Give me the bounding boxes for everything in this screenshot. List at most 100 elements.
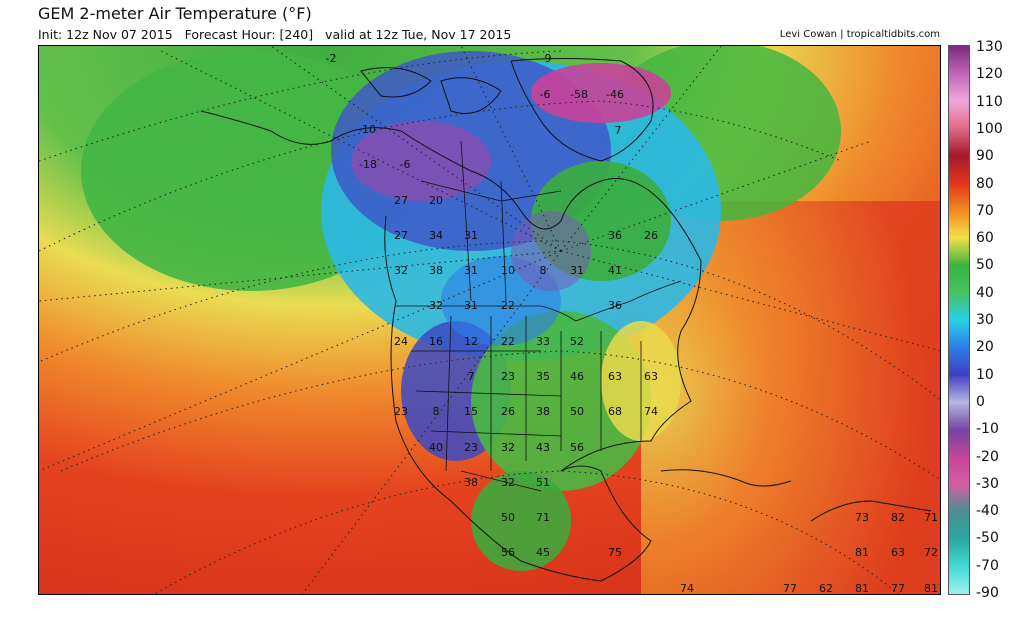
temperature-label: 10	[501, 264, 515, 277]
temperature-label: 22	[501, 335, 515, 348]
colorbar-tick-label: 130	[976, 39, 1003, 55]
temperature-label: 8	[433, 405, 440, 418]
temperature-label: 16	[429, 335, 443, 348]
temperature-label: 38	[464, 476, 478, 489]
temperature-label: 27	[394, 194, 408, 207]
temperature-label: 82	[891, 511, 905, 524]
temperature-label: 72	[924, 546, 938, 559]
temperature-label: 8	[540, 264, 547, 277]
temperature-label: 46	[570, 370, 584, 383]
colorbar-tick-label: 20	[976, 339, 994, 356]
temperature-label: 74	[644, 405, 658, 418]
temperature-label: 23	[501, 370, 515, 383]
temperature-label: 50	[570, 405, 584, 418]
temperature-label: 32	[394, 264, 408, 277]
colorbar-tick-label: -90	[976, 585, 999, 601]
temperature-label: 26	[644, 229, 658, 242]
colorbar-tick-label: 90	[976, 148, 994, 165]
temperature-label: 36	[608, 229, 622, 242]
temperature-label: 23	[394, 405, 408, 418]
colorbar-tick-label: 40	[976, 284, 994, 301]
map-canvas: -2 -9 -6 -58 -46 -10 7 -18 -6 27 20 27 34 31 36 26 32 38 3…	[39, 46, 940, 595]
temperature-label: 63	[891, 546, 905, 559]
temperature-label: 40	[429, 441, 443, 454]
temperature-label: 74	[680, 582, 694, 595]
temperature-label: 32	[429, 299, 443, 312]
temperature-label: 81	[855, 582, 869, 595]
colorbar-labels: 130 120 110 100 90 80 70 60 50 40 30 20 10 0 -10 -20 -30…	[976, 40, 1024, 600]
colorbar-tick-label: 80	[976, 175, 994, 192]
temperature-map: -2 -9 -6 -58 -46 -10 7 -18 -6 27 20 27 34 31 36 26 32 38 3…	[38, 45, 941, 595]
temperature-label: -6	[540, 88, 551, 101]
temperature-label: 77	[783, 582, 797, 595]
temperature-field	[39, 46, 940, 594]
temperature-label: 27	[394, 229, 408, 242]
colorbar-tick-label: 100	[976, 120, 1003, 137]
temperature-label: 43	[536, 441, 550, 454]
temperature-label: 45	[536, 546, 550, 559]
temperature-label: 20	[429, 194, 443, 207]
temperature-label: 35	[536, 370, 550, 383]
political-borders	[396, 140, 682, 492]
colorbar-tick-label: -30	[976, 475, 999, 492]
forecast-info: Init: 12z Nov 07 2015 Forecast Hour: [24…	[38, 27, 512, 42]
temperature-label: 26	[501, 405, 515, 418]
temperature-label: 51	[536, 476, 550, 489]
colorbar-tick-label: 70	[976, 202, 994, 219]
colorbar-tick-label: 0	[976, 393, 985, 410]
temperature-label: 63	[608, 370, 622, 383]
colorbar-tick-label: 110	[976, 93, 1003, 110]
temperature-label: 81	[855, 546, 869, 559]
temperature-label: 38	[429, 264, 443, 277]
temperature-label: -58	[570, 88, 588, 101]
temperature-label: 15	[464, 405, 478, 418]
temperature-label: 63	[644, 370, 658, 383]
temperature-label: -46	[606, 88, 624, 101]
colorbar-tick-label: 120	[976, 66, 1003, 83]
temperature-label: 34	[429, 229, 443, 242]
colorbar	[948, 45, 970, 595]
credit-text: Levi Cowan | tropicaltidbits.com	[779, 29, 940, 40]
temperature-label: -10	[358, 123, 376, 136]
temperature-label: 24	[394, 335, 408, 348]
temperature-label: 56	[501, 546, 515, 559]
colorbar-tick-label: -50	[976, 530, 999, 547]
temperature-label: 71	[536, 511, 550, 524]
temperature-label: 52	[570, 335, 584, 348]
coastlines	[200, 58, 932, 582]
colorbar-tick-label: 60	[976, 230, 994, 247]
temperature-label: -6	[400, 158, 411, 171]
temperature-label: 31	[464, 264, 478, 277]
temperature-label: 7	[615, 124, 622, 137]
temperature-label: 7	[468, 370, 475, 383]
temperature-label: 71	[924, 511, 938, 524]
temperature-label: 50	[501, 511, 515, 524]
temperature-label: 56	[570, 441, 584, 454]
temperature-label: 38	[536, 405, 550, 418]
temperature-label: 75	[608, 546, 622, 559]
temperature-label: 31	[570, 264, 584, 277]
temperature-label: 81	[924, 582, 938, 595]
colorbar-tick-label: 30	[976, 312, 994, 328]
chart-title: GEM 2-meter Air Temperature (°F)	[38, 4, 312, 23]
colorbar-tick-label: 50	[976, 257, 994, 274]
temperature-label: 23	[464, 441, 478, 454]
temperature-labels: -2 -9 -6 -58 -46 -10 7 -18 -6 27 20 27 34 31 36 26 32 38 3…	[326, 52, 938, 595]
temperature-label: 62	[819, 582, 833, 595]
temperature-label: 36	[608, 299, 622, 312]
colorbar-tick-label: -10	[976, 421, 999, 438]
colorbar-tick-label: -40	[976, 503, 999, 520]
temperature-label: 73	[855, 511, 869, 524]
temperature-label: -2	[326, 52, 337, 65]
temperature-label: 33	[536, 335, 550, 348]
temperature-label: 77	[891, 582, 905, 595]
temperature-label: 22	[501, 299, 515, 312]
colorbar-gradient	[949, 46, 969, 594]
graticule	[39, 46, 940, 594]
temperature-label: 31	[464, 299, 478, 312]
temperature-label: 12	[464, 335, 478, 348]
colorbar-tick-label: -70	[976, 557, 999, 574]
temperature-label: 32	[501, 441, 515, 454]
colorbar-tick-label: -20	[976, 448, 999, 465]
temperature-label: 31	[464, 229, 478, 242]
